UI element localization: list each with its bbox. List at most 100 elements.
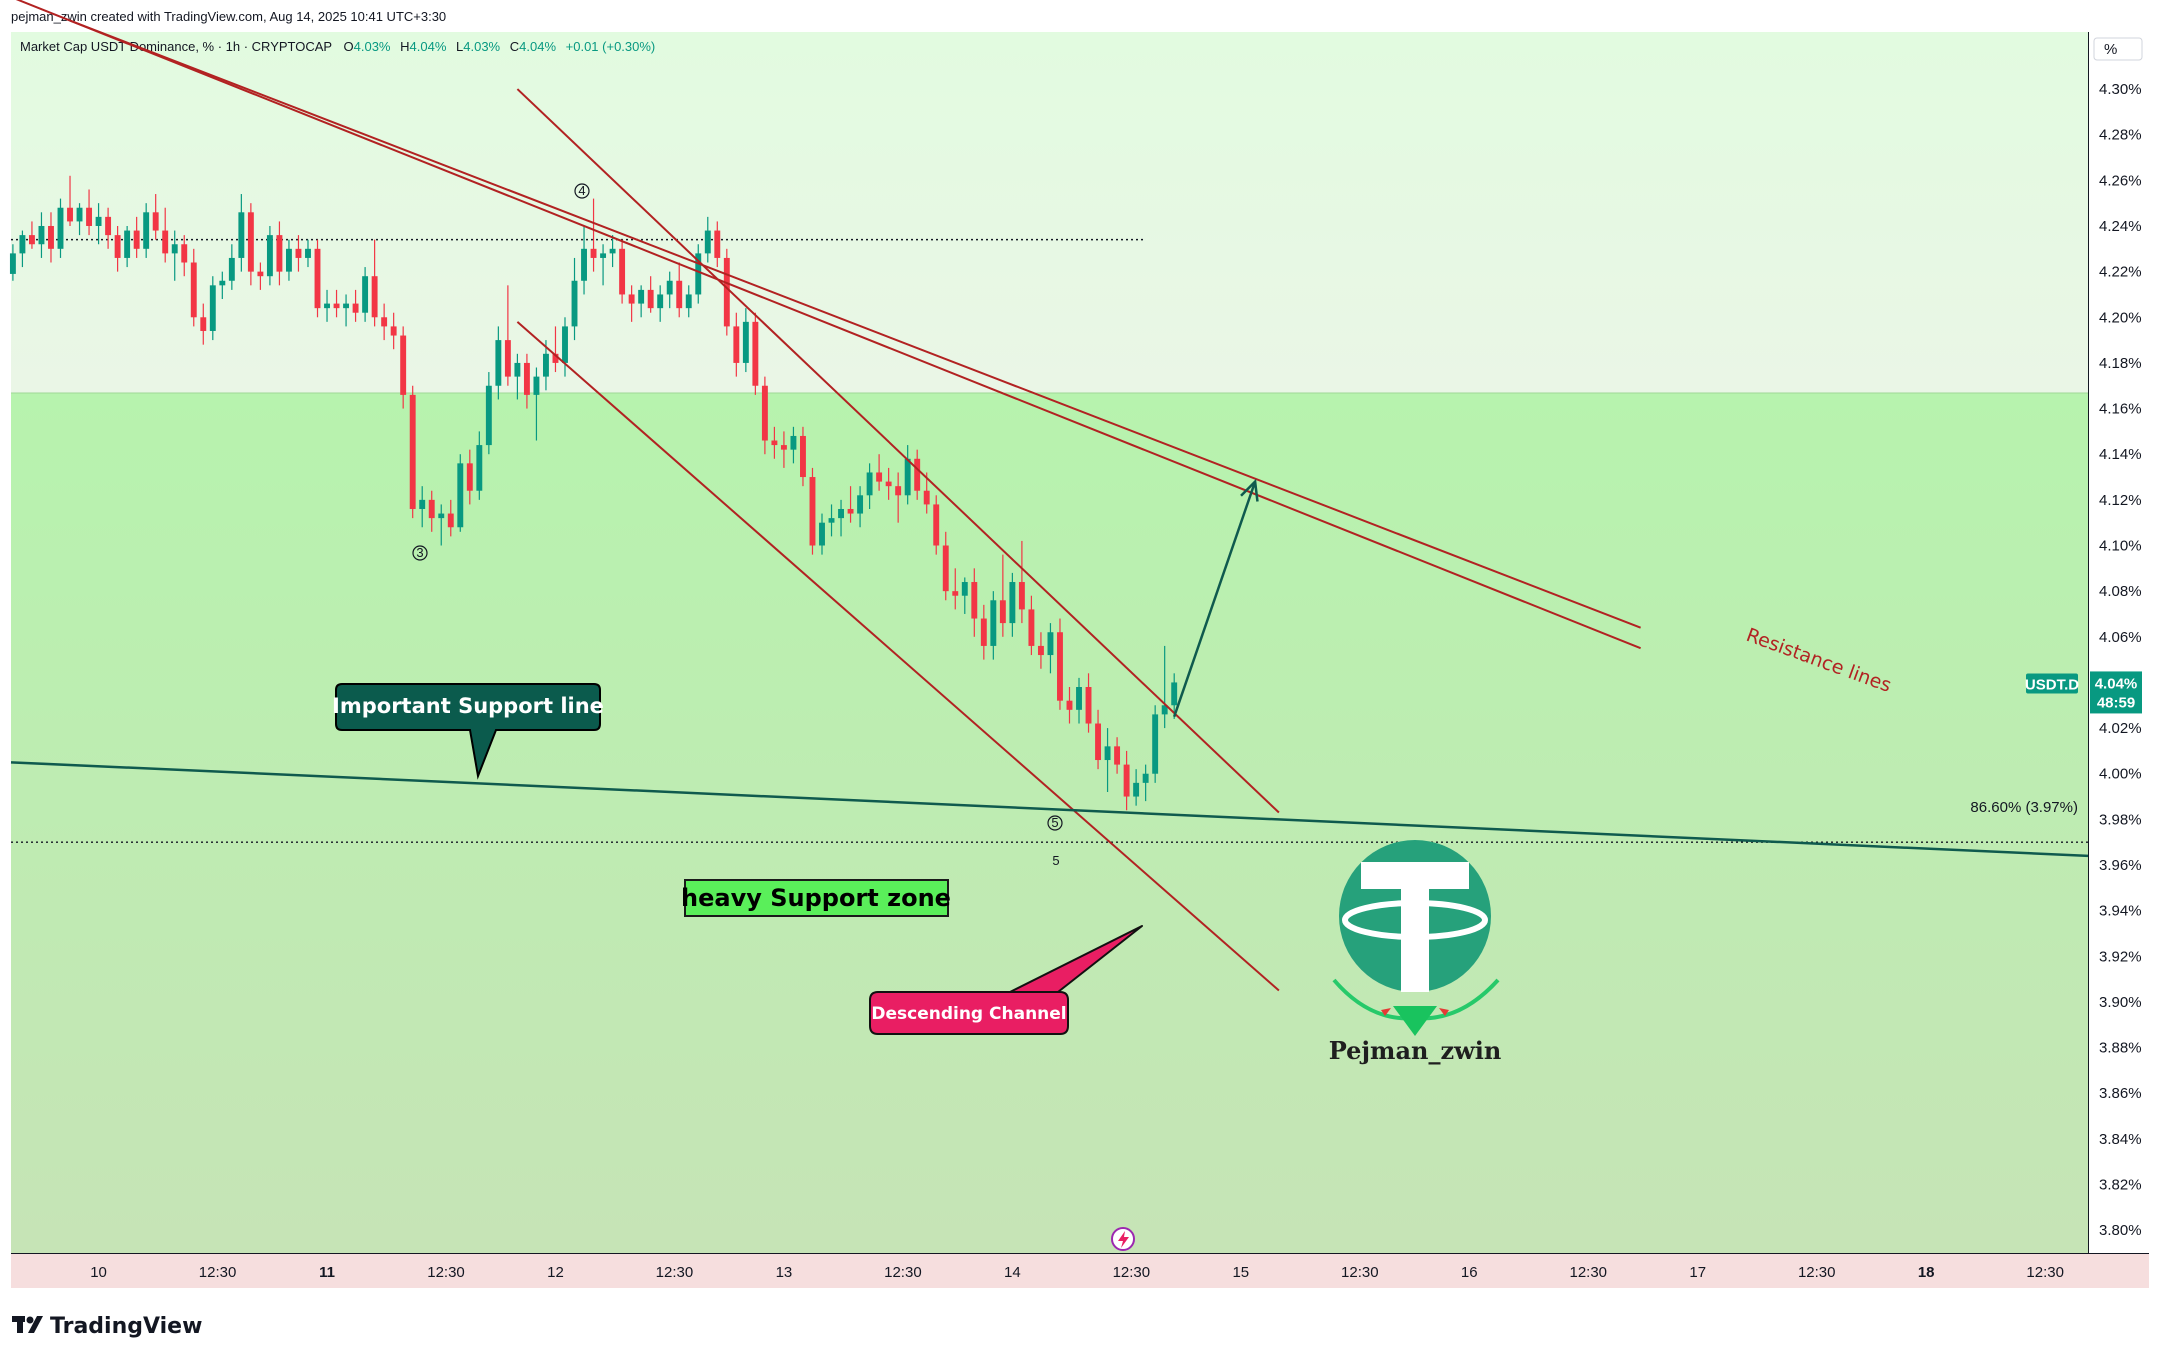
candle [38,212,45,258]
candle [9,244,16,281]
candle [352,289,359,322]
wave-3-marker: 3 [412,545,428,561]
channel-callout-box [869,925,1143,1035]
candle [409,385,416,519]
candle [961,577,968,614]
candle [171,230,178,281]
candle [952,568,959,610]
candle [438,504,445,546]
candle [780,431,787,468]
price-tick-label: 3.88% [2099,1040,2142,1057]
candle [657,285,664,322]
candle [1028,595,1035,656]
time-tick-label: 12:30 [1113,1264,1151,1281]
candlestick-series [9,175,1178,811]
ohlc-low-value: 4.03% [463,39,500,54]
candle [704,216,711,263]
candle [1142,764,1149,802]
time-tick-label: 12:30 [2026,1264,2064,1281]
candle [771,426,778,459]
candle [876,454,883,491]
candle [723,248,730,336]
time-tick-label: 16 [1461,1264,1478,1281]
candle [590,198,597,272]
symbol-line: Market Cap USDT Dominance, % · 1h · CRYP… [20,39,332,54]
price-tick-label: 4.06% [2099,629,2142,646]
candle [1152,705,1159,783]
candle [581,225,587,295]
price-tick-label: 4.00% [2099,766,2142,783]
price-axis[interactable]: % 4.30% 4.28% 4.26% 4.24% 4.22% 4.20% 4.18% 4.1… [2088,32,2150,1288]
candle [333,289,340,318]
candle [990,591,997,660]
svg-text:5: 5 [1051,815,1058,830]
upper-area-background [11,32,2088,393]
support-line-callout[interactable]: Important Support line [332,683,604,780]
candle [666,271,673,309]
last-price-tag: USDT.D 4.04% 48:59 [2025,671,2142,714]
resistance-line-1 [69,19,1641,629]
chart-drawings [11,238,2088,843]
candle [200,303,207,345]
price-ticks: 4.30% 4.28% 4.26% 4.24% 4.22% 4.20% 4.18% 4.16%… [2099,81,2142,1239]
channel-callout[interactable]: Descending Channel [869,925,1143,1035]
wave-5-marker: 5 [1047,815,1063,831]
candle [152,194,159,240]
candle [571,257,578,341]
annotation-callouts: Important Support line heavy Support zon… [332,624,1894,1035]
candle [514,353,521,400]
candle [238,194,245,272]
candle [980,604,987,660]
unit-button-label: % [2104,41,2117,58]
candle [790,426,797,464]
candle [466,449,473,505]
candle [866,463,873,509]
time-axis[interactable]: 10 12:30 11 12:30 12 12:30 13 12:30 14 12:30 15 12:… [11,1253,2149,1289]
unit-button[interactable]: % [2093,37,2143,61]
candle [504,285,511,386]
price-tick-label: 4.02% [2099,720,2142,737]
candle [847,486,854,523]
alert-icon[interactable] [1111,1227,1135,1251]
time-tick-label: 18 [1918,1264,1935,1281]
candle [628,285,635,322]
candle [495,326,502,400]
support-zone-label[interactable]: heavy Support zone [681,879,951,917]
candle [133,216,140,258]
time-tick-label: 12:30 [1798,1264,1836,1281]
price-tick-label: 3.96% [2099,857,2142,874]
channel-line-upper [516,88,1280,814]
candle [676,262,683,318]
candle [857,486,864,528]
tether-logo: Pejman_zwin [1329,840,1501,1065]
tradingview-logo[interactable]: TradingView [12,1314,202,1339]
candle [895,472,902,523]
ohlc-open-label: O [344,39,354,54]
price-tick-label: 4.16% [2099,401,2142,418]
price-tick-label: 4.30% [2099,81,2142,98]
candle [19,230,26,268]
candle [819,513,825,555]
channel-callout-text: Descending Channel [871,1004,1066,1024]
author-credit: pejman_zwin created with TradingView.com… [11,9,446,24]
candle [638,285,645,318]
ohlc-high-value: 4.04% [410,39,447,54]
candle [1104,728,1111,792]
candle [1171,673,1178,719]
svg-text:3: 3 [416,545,423,560]
symbol-legend[interactable]: Market Cap USDT Dominance, % · 1h · CRYP… [20,39,655,54]
candle [942,531,949,601]
candle [143,203,150,258]
candle [609,235,616,268]
price-tick-label: 3.86% [2099,1085,2142,1102]
support-zone-text: heavy Support zone [681,884,951,912]
candle [400,326,407,409]
candle [362,267,369,322]
candle [371,239,378,327]
candle [209,276,216,341]
wave-count-labels: 3 4 5 5 [412,183,1063,868]
candle [485,372,492,455]
candle [181,235,188,277]
candle [543,340,549,391]
